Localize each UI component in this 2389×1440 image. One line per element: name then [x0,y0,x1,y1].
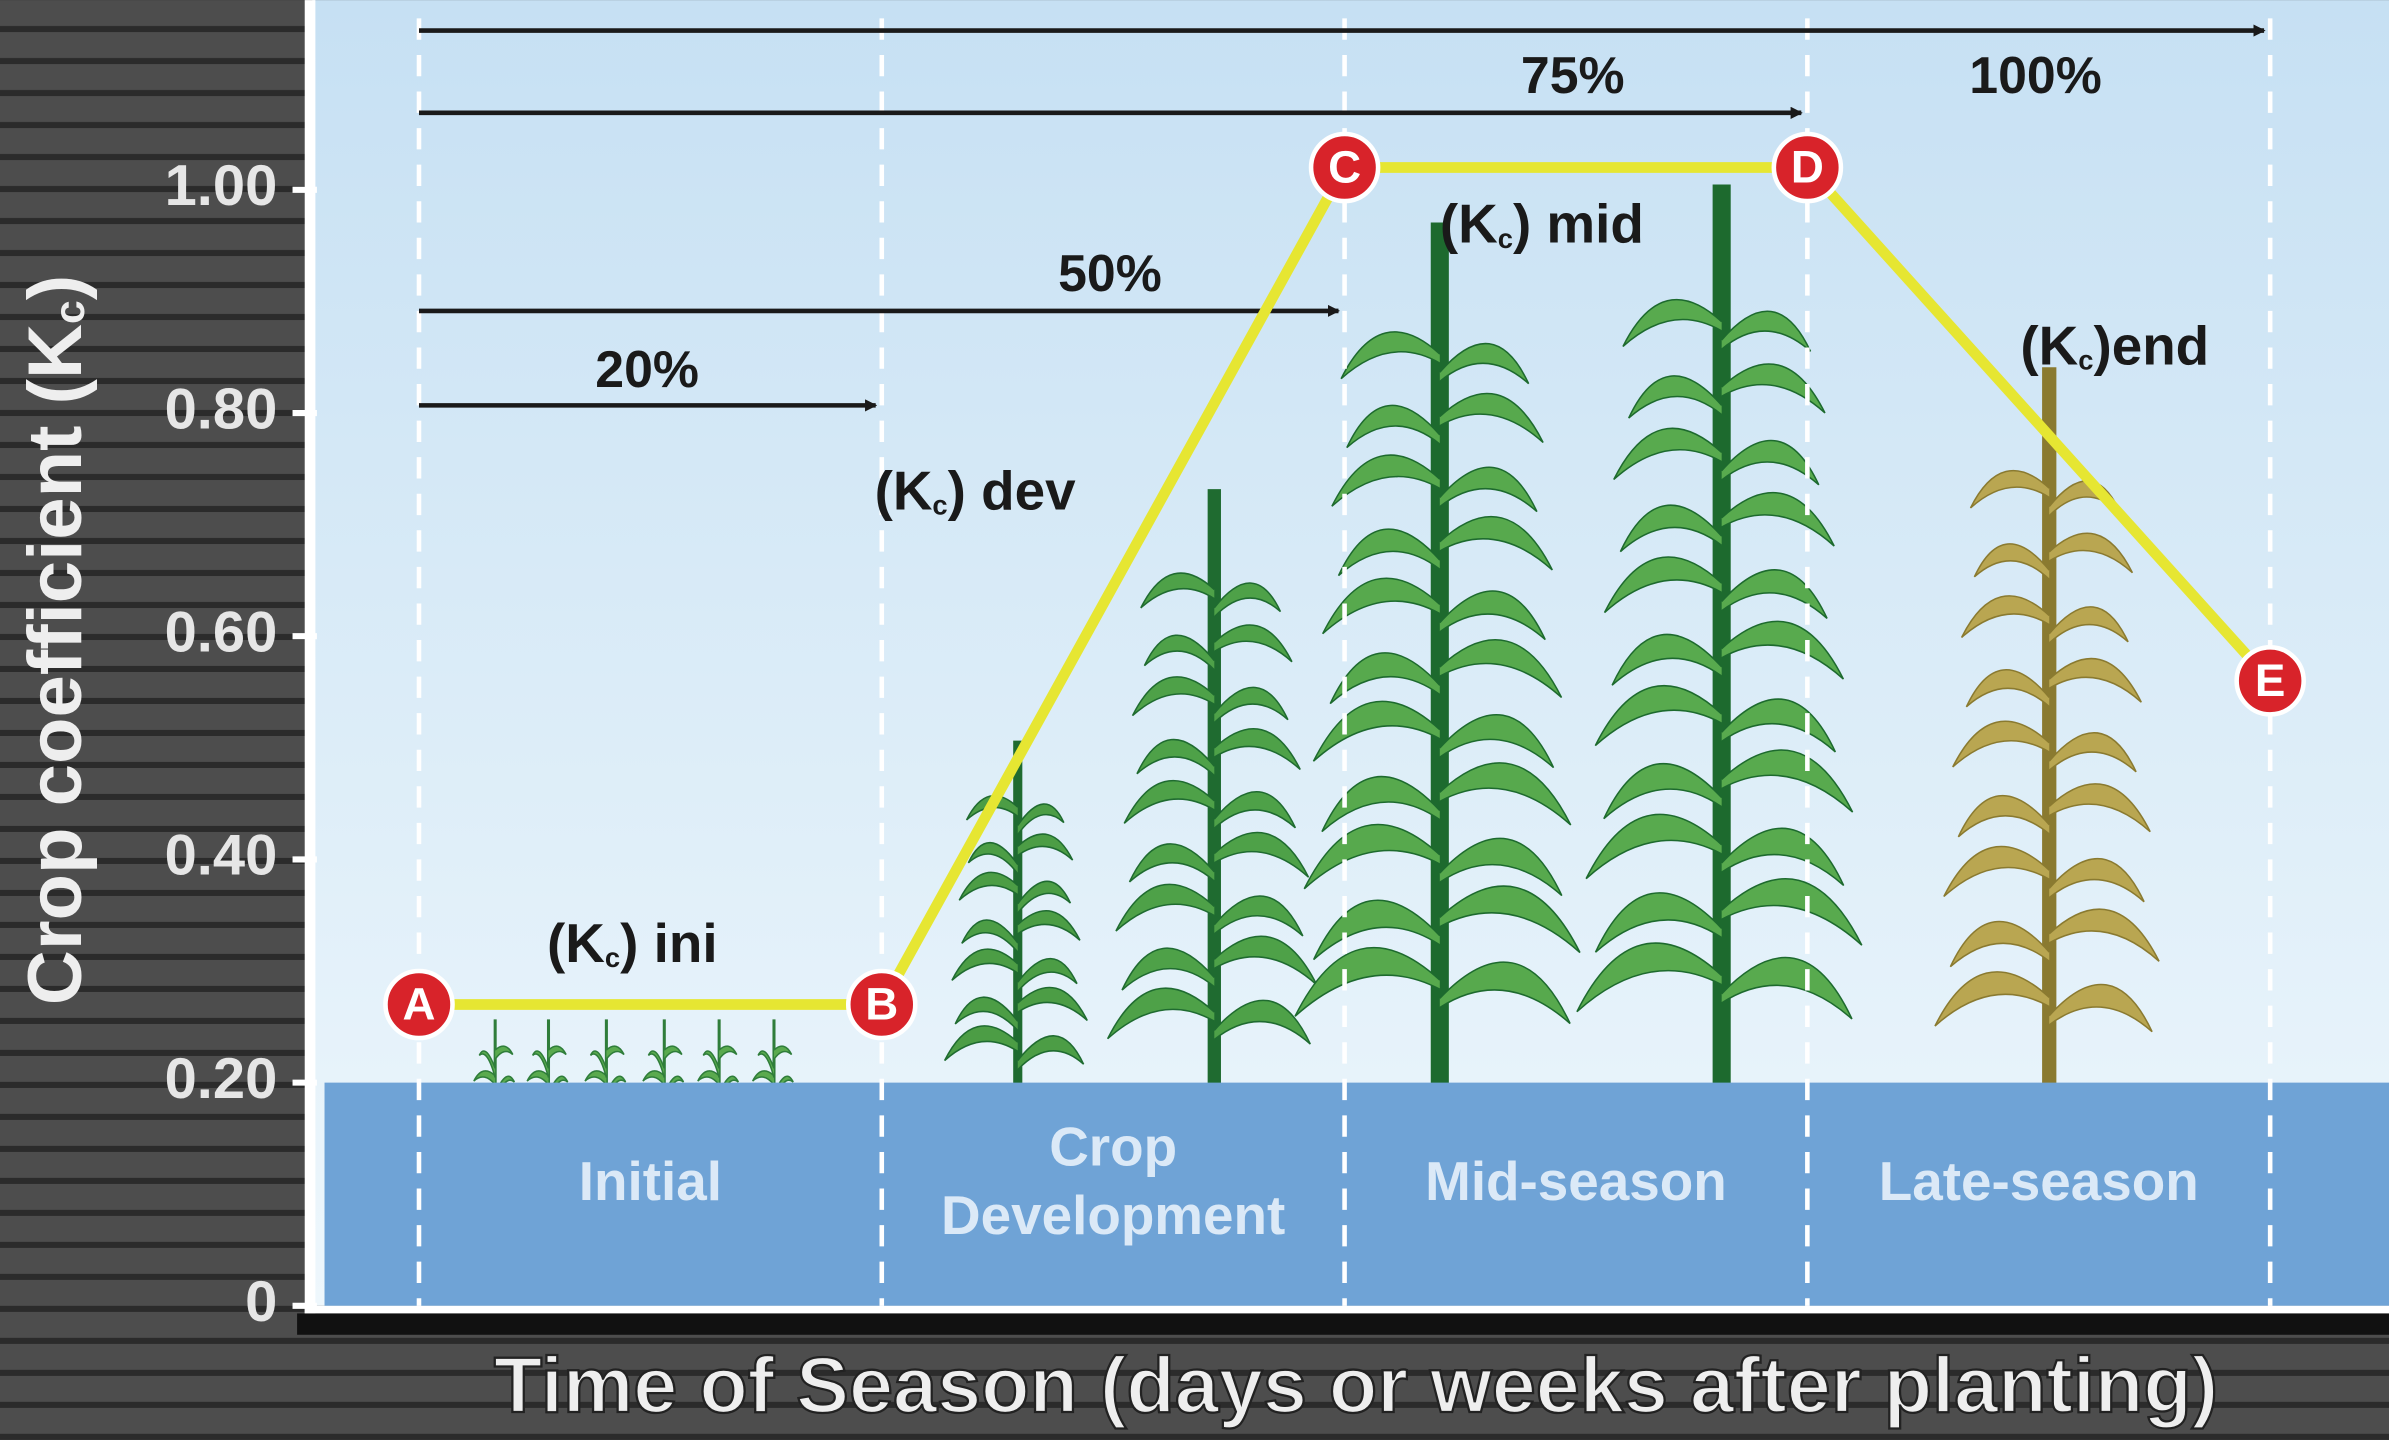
point-label: D [1791,142,1824,193]
point-label: C [1328,142,1361,193]
point-label: E [2255,655,2285,706]
stage-label: Mid-season [1425,1150,1727,1212]
progress-label: 20% [595,340,699,398]
coefficient-label-post: ) ini [620,912,717,974]
coefficient-label: (Kc)end [2020,315,2209,377]
coefficient-label-sub: c [605,942,620,973]
stage-label: Development [941,1184,1285,1246]
coefficient-label-post: )end [2093,315,2209,377]
coefficient-label: (Kc) mid [1440,193,1644,255]
coefficient-label-sub: c [932,490,947,521]
coefficient-label-pre: (K [1440,193,1498,255]
x-axis-title: Time of Season (days or weeks after plan… [494,1340,2218,1429]
chart: Initial CropDevelopment Mid-season Late-sea… [0,0,2389,1440]
coefficient-label-pre: (K [547,912,605,974]
y-tick-label: 0 [245,1270,277,1334]
stage-label: Late-season [1879,1150,2199,1212]
y-tick-label: 0.20 [165,1047,278,1111]
y-axis-title-text: Crop coefficient (K [13,324,98,1005]
y-tick-label: 0.40 [165,824,278,888]
point-label: B [865,979,898,1030]
page: Crop coefficient chart {"chart_data": { … [0,0,2389,1440]
progress-label: 100% [1969,46,2101,104]
y-axis-title-tail: ) [13,275,98,300]
y-axis-title-sub: c [46,300,94,324]
point-label: A [402,979,435,1030]
stage-label: Initial [579,1150,722,1212]
progress-label: 50% [1058,244,1162,302]
y-tick-label: 0.80 [165,377,278,441]
body: Initial CropDevelopment Mid-season Late-sea… [0,0,2389,1440]
coefficient-label-post: ) mid [1513,193,1644,255]
coefficient-label-sub: c [1498,223,1513,254]
coefficient-label: (Kc) dev [875,460,1077,522]
progress-label: 75% [1521,46,1625,104]
coefficient-label-post: ) dev [948,460,1076,522]
coefficient-label: (Kc) ini [547,912,718,974]
coefficient-label-pre: (K [875,460,933,522]
y-tick-label: 1.00 [165,154,278,218]
x-axis-white [305,1306,2389,1314]
y-tick-label: 0.60 [165,601,278,665]
y-axis [305,0,316,1313]
coefficient-label-sub: c [2078,345,2093,376]
stage-label: Crop [1049,1116,1177,1178]
x-axis [297,1313,2389,1334]
coefficient-label-pre: (K [2020,315,2078,377]
y-axis-title: Crop coefficient (Kc) [13,275,98,1005]
